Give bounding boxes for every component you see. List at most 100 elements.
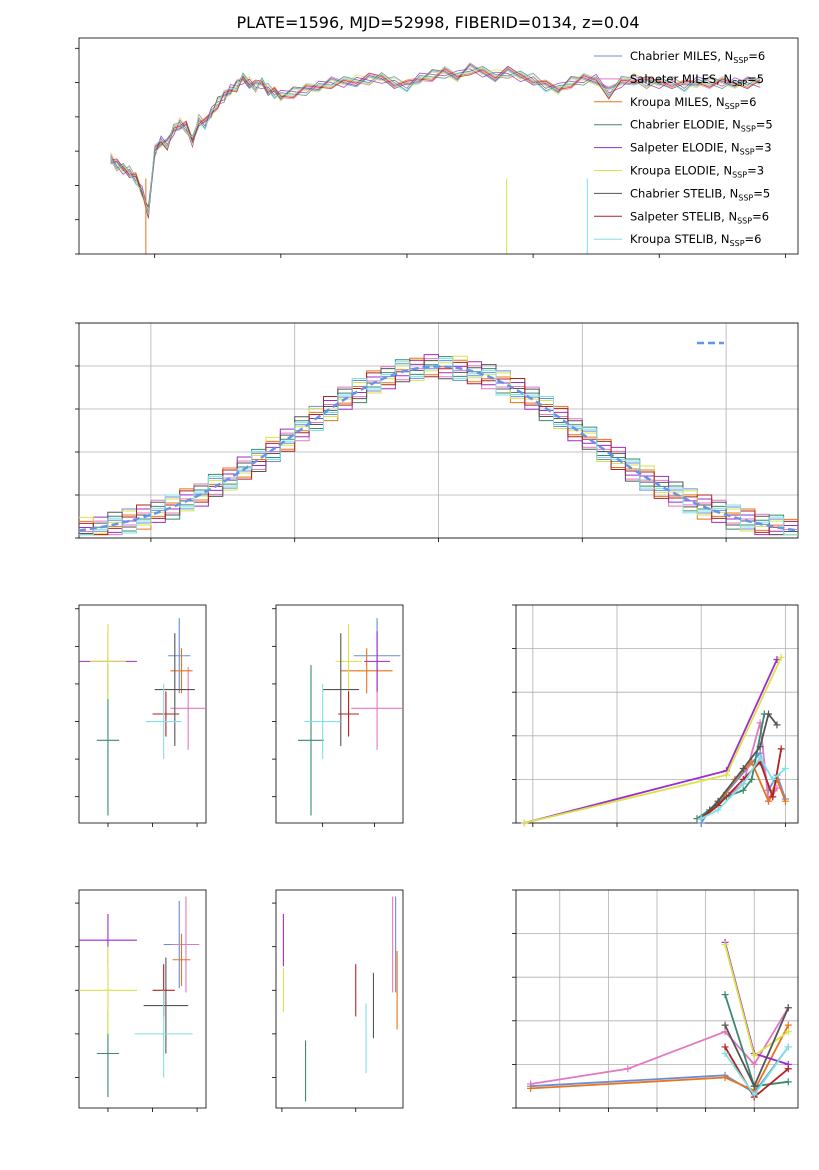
legend-series-name: Kroupa MILES [630, 95, 709, 109]
mass-weight-marker [739, 780, 747, 788]
spectrum-line [110, 68, 761, 212]
spectrum-line [110, 65, 761, 218]
legend-ssp-sub: SSP [733, 56, 748, 65]
age-vs-mass-panel [272, 604, 404, 827]
mass-weight-marker [721, 991, 729, 999]
legend-ssp-sub: SSP [740, 148, 755, 157]
mass-weight-marker [721, 1050, 729, 1057]
legend-ssp-count: =6 [752, 209, 769, 223]
mass-weight-marker [781, 797, 789, 805]
legend-ssp-sub: SSP [732, 171, 747, 180]
legend-series-name: Kroupa STELIB [630, 232, 714, 246]
mass-weight-marker [739, 786, 747, 794]
mass-vs-metallicity-panel [75, 889, 207, 1112]
legend-ssp-sub: SSP [741, 125, 756, 134]
plot-frame [78, 889, 207, 1109]
mass-weight-marker [721, 1073, 729, 1081]
legend-label: Kroupa STELIB, NSSP=6 [630, 232, 761, 248]
legend-label: Chabrier STELIB, NSSP=5 [630, 186, 770, 202]
mass-weight-line [530, 1024, 790, 1092]
mass-weight-marker [748, 775, 756, 783]
legend-label: Salpeter ELODIE, NSSP=3 [630, 141, 772, 157]
legend-n: , N [724, 141, 740, 155]
mass-weight-line [724, 1007, 790, 1089]
mass-weight-marker [784, 1028, 792, 1036]
spectrum-line [110, 63, 761, 209]
plot-frame [78, 37, 799, 255]
mass-weight-marker [527, 1084, 535, 1092]
legend-ssp-count: =3 [747, 164, 764, 178]
mass-weight-marker [750, 1091, 758, 1099]
mass-weight-vs-metallicity-panel [512, 889, 799, 1112]
normal-curve [78, 365, 799, 532]
legend-label: Salpeter STELIB, NSSP=6 [630, 209, 769, 225]
mass-weight-marker [781, 765, 789, 772]
mass-weight-marker [697, 815, 705, 823]
plot-frame [275, 889, 404, 1109]
legend-series-name: Chabrier MILES [630, 49, 717, 63]
legend-ssp-sub: SSP [738, 193, 753, 202]
legend-ssp-count: =6 [748, 49, 765, 63]
mass-weight-marker [750, 1060, 758, 1068]
legend-ssp-count: =5 [747, 72, 764, 86]
legend-label: Kroupa MILES, NSSP=6 [630, 95, 757, 111]
mass-weight-marker [784, 1043, 792, 1051]
mass-weight-marker [777, 653, 785, 661]
legend-ssp-count: =5 [756, 118, 773, 132]
legend-series-name: Salpeter ELODIE [630, 141, 724, 155]
spectrum-line [110, 66, 761, 217]
mass-weight-line [700, 755, 786, 820]
spectrum-title: PLATE=1596, MJD=52998, FIBERID=0134, z=0… [236, 13, 639, 32]
legend-ssp-count: =6 [740, 95, 757, 109]
legend-label: Salpeter MILES, NSSP=5 [630, 72, 764, 88]
legend-label: Chabrier ELODIE, NSSP=5 [630, 118, 773, 134]
legend-n: , N [714, 232, 730, 246]
legend-n: , N [716, 164, 732, 178]
mass-weight-vs-age-panel [512, 604, 799, 827]
mass-weight-line [524, 659, 778, 824]
histogram-series [79, 359, 798, 536]
mass-weight-marker [756, 754, 764, 762]
legend-ssp-sub: SSP [737, 216, 752, 225]
mass-weight-marker [784, 1065, 792, 1073]
spectrum-line [110, 62, 761, 219]
mass-weight-marker [777, 745, 785, 753]
legend-series-name: Salpeter STELIB [630, 209, 721, 223]
mass-weight-marker [773, 721, 781, 729]
mass-weight-marker [722, 771, 730, 779]
legend-n: , N [721, 209, 737, 223]
mass-weight-marker [765, 797, 773, 805]
legend-series-name: Chabrier STELIB [630, 186, 722, 200]
mass-weight-line [524, 656, 783, 824]
legend-series-name: Salpeter MILES [630, 72, 716, 86]
legend-ssp-count: =3 [755, 141, 772, 155]
mass-weight-line [724, 994, 789, 1088]
legend-n: , N [709, 95, 725, 109]
age-vs-metallicity-panel [75, 604, 207, 827]
mass-weight-marker [784, 1078, 792, 1086]
mass-weight-marker [714, 806, 722, 814]
spectrum-line [110, 64, 761, 210]
mass-weight-marker [721, 1021, 729, 1029]
mass-weight-line [700, 712, 778, 820]
legend-ssp-count: =5 [753, 186, 770, 200]
mass-weight-marker [721, 1043, 729, 1051]
mass-weight-marker [769, 775, 777, 783]
residual-histogram-panel [75, 322, 799, 542]
mass-weight-marker [756, 743, 764, 751]
mass-weight-marker [750, 1082, 758, 1090]
histogram-series [79, 358, 798, 536]
plot-frame [275, 604, 404, 824]
legend-ssp-sub: SSP [732, 79, 747, 88]
legend-label: Kroupa ELODIE, NSSP=3 [630, 164, 764, 180]
legend-n: , N [716, 72, 732, 86]
legend-ssp-sub: SSP [730, 239, 745, 248]
mass-weight-marker [784, 1021, 792, 1029]
mass-weight-line [700, 722, 778, 820]
mass-weight-marker [765, 710, 773, 718]
legend-n: , N [725, 118, 741, 132]
legend-series-name: Kroupa ELODIE [630, 164, 716, 178]
plot-frame [515, 604, 799, 824]
